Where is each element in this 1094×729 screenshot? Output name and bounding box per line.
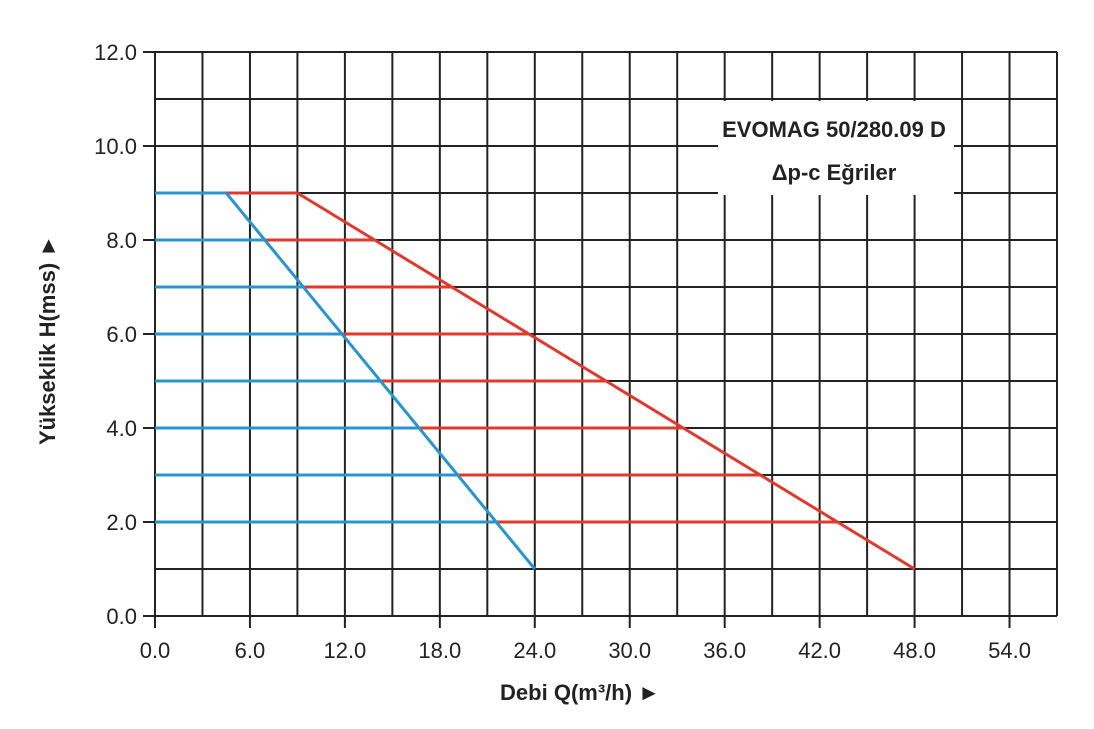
x-tick-label: 0.0 [140, 638, 171, 663]
title-box [718, 101, 954, 195]
tick-labels: 0.0 6.0 12.0 18.0 24.0 30.0 36.0 42.0 48.0 54.0 0.… [94, 40, 1031, 663]
y-tick-label: 4.0 [106, 416, 137, 441]
x-tick-label: 36.0 [703, 638, 746, 663]
x-tick-label: 6.0 [235, 638, 266, 663]
max-curve [296, 191, 916, 571]
chart-title: EVOMAG 50/280.09 D [722, 117, 946, 142]
y-tick-label: 8.0 [106, 228, 137, 253]
min-curve [225, 192, 536, 570]
y-axis-label: Yükseklik H(mss) ► [35, 235, 60, 445]
x-axis-label: Debi Q(m³/h) ► [500, 680, 660, 705]
chart-subtitle: Δp-c Eğriler [772, 160, 897, 185]
x-tick-label: 48.0 [893, 638, 936, 663]
y-tick-label: 6.0 [106, 322, 137, 347]
x-tick-label: 42.0 [798, 638, 841, 663]
x-tick-label: 24.0 [513, 638, 556, 663]
x-tick-label: 12.0 [323, 638, 366, 663]
x-tick-label: 18.0 [418, 638, 461, 663]
y-tick-label: 10.0 [94, 134, 137, 159]
series [155, 191, 916, 571]
y-tick-label: 2.0 [106, 510, 137, 535]
y-tick-label: 0.0 [106, 604, 137, 629]
y-tick-label: 12.0 [94, 40, 137, 65]
x-tick-label: 54.0 [988, 638, 1031, 663]
x-tick-label: 30.0 [608, 638, 651, 663]
